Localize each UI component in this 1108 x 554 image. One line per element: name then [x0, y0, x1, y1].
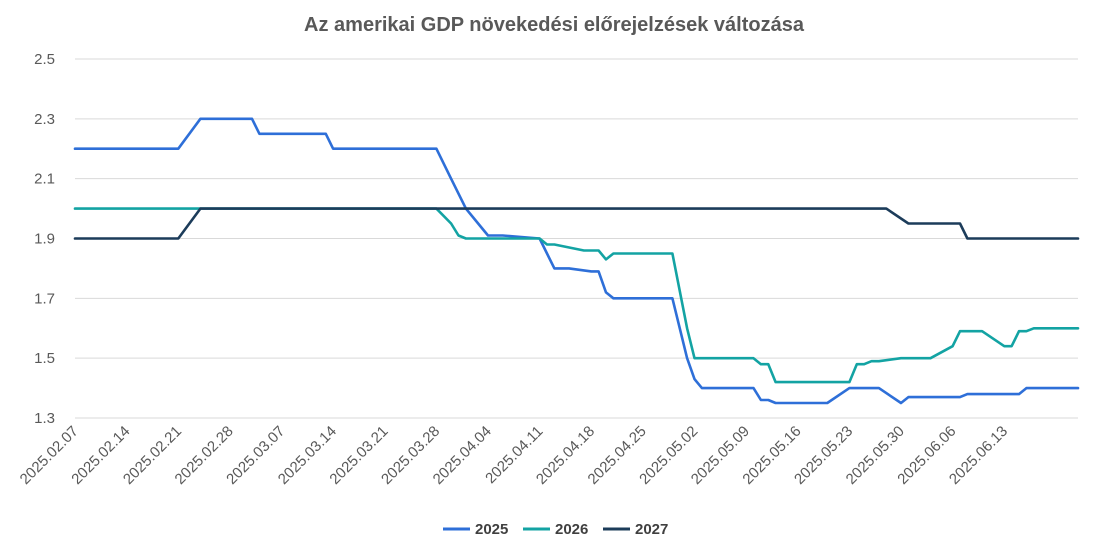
x-axis-tick-labels: 2025.02.072025.02.142025.02.212025.02.28… [17, 423, 1011, 488]
legend-label-2025: 2025 [475, 521, 508, 538]
y-tick-label: 1.3 [34, 410, 55, 427]
y-tick-label: 1.5 [34, 350, 55, 367]
series-lines [73, 117, 1080, 405]
legend-label-2027: 2027 [635, 521, 668, 538]
y-tick-label: 1.7 [34, 290, 55, 307]
chart-title: Az amerikai GDP növekedési előrejelzések… [304, 14, 804, 36]
y-tick-label: 2.3 [34, 111, 55, 128]
y-tick-label: 2.1 [34, 171, 55, 188]
series-line-2025 [73, 117, 1080, 405]
y-tick-label: 2.5 [34, 51, 55, 68]
legend-label-2026: 2026 [555, 521, 588, 538]
series-line-2026 [73, 207, 1080, 384]
series-line-2027 [73, 207, 1080, 240]
y-axis-tick-labels: 2.5 2.3 2.1 1.9 1.7 1.5 1.3 [34, 51, 55, 427]
legend: 2025 2026 2027 [443, 521, 668, 538]
grid-lines [75, 58, 1078, 419]
y-tick-label: 1.9 [34, 231, 55, 248]
